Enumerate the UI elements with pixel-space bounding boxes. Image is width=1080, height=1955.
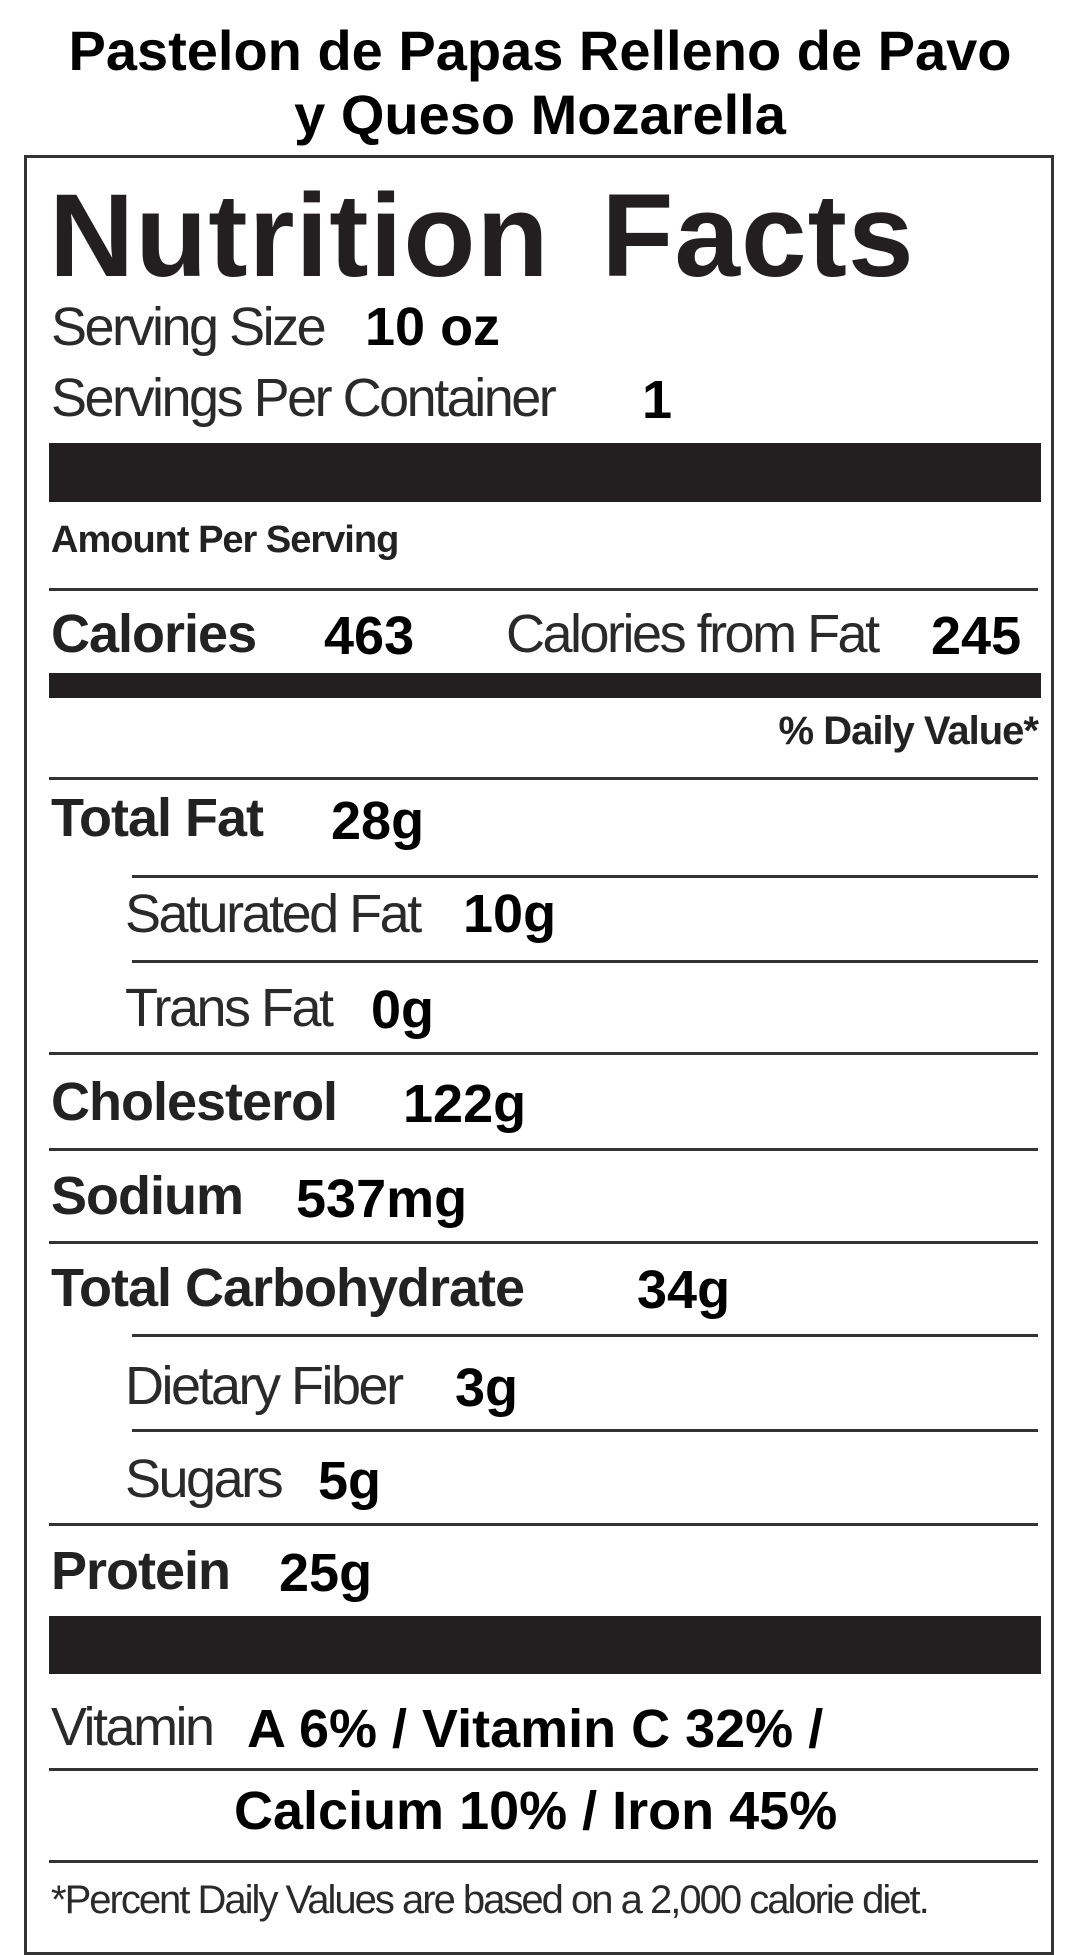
divider xyxy=(49,777,1038,780)
calories-from-fat-label: Calories from Fat xyxy=(506,604,880,664)
divider xyxy=(49,1860,1038,1863)
serving-size-label: Serving Size xyxy=(51,297,327,357)
divider xyxy=(49,1523,1038,1526)
nutrition-facts-heading: Nutrition Facts xyxy=(49,170,915,302)
serving-size-value: 10 oz xyxy=(365,297,501,357)
thick-divider xyxy=(49,443,1041,502)
daily-value-header: % Daily Value* xyxy=(778,709,1039,753)
saturated-fat-label: Saturated Fat xyxy=(125,884,422,944)
trans-fat-label: Trans Fat xyxy=(125,978,334,1038)
vitamins-line1: A 6% / Vitamin C 32% / xyxy=(247,1699,824,1759)
total-carbohydrate-value: 34g xyxy=(637,1260,731,1320)
vitamin-label: Vitamin xyxy=(51,1697,215,1757)
calories-label: Calories xyxy=(51,604,257,664)
thick-divider xyxy=(49,1616,1041,1674)
dietary-fiber-value: 3g xyxy=(455,1358,519,1418)
vitamins-line2: Calcium 10% / Iron 45% xyxy=(234,1781,838,1841)
sodium-label: Sodium xyxy=(51,1166,244,1226)
total-carbohydrate-label: Total Carbohydrate xyxy=(51,1258,525,1318)
trans-fat-value: 0g xyxy=(371,980,435,1040)
dietary-fiber-label: Dietary Fiber xyxy=(125,1356,404,1416)
divider xyxy=(49,1768,1038,1771)
divider xyxy=(49,1052,1038,1055)
protein-label: Protein xyxy=(51,1541,231,1601)
calories-from-fat-value: 245 xyxy=(931,606,1022,666)
calories-value: 463 xyxy=(324,606,415,666)
divider xyxy=(49,1148,1038,1151)
divider xyxy=(132,960,1038,963)
medium-divider xyxy=(49,673,1041,698)
recipe-title-line2: y Queso Mozarella xyxy=(294,83,786,146)
divider xyxy=(49,588,1038,591)
servings-per-container-value: 1 xyxy=(642,370,673,430)
recipe-title-line1: Pastelon de Papas Relleno de Pavo xyxy=(68,19,1012,82)
divider xyxy=(132,1429,1038,1432)
sugars-label: Sugars xyxy=(125,1449,284,1509)
divider xyxy=(132,1334,1038,1337)
sodium-value: 537mg xyxy=(296,1169,468,1229)
sugars-value: 5g xyxy=(318,1451,382,1511)
amount-per-serving: Amount Per Serving xyxy=(51,519,399,561)
divider xyxy=(49,1241,1038,1244)
servings-per-container-label: Servings Per Container xyxy=(51,368,557,428)
total-fat-value: 28g xyxy=(331,791,425,851)
saturated-fat-value: 10g xyxy=(463,884,557,944)
cholesterol-label: Cholesterol xyxy=(51,1072,338,1132)
divider xyxy=(132,875,1038,878)
protein-value: 25g xyxy=(279,1543,373,1603)
total-fat-label: Total Fat xyxy=(51,788,264,848)
cholesterol-value: 122g xyxy=(403,1074,527,1134)
footnote: *Percent Daily Values are based on a 2,0… xyxy=(51,1878,930,1922)
